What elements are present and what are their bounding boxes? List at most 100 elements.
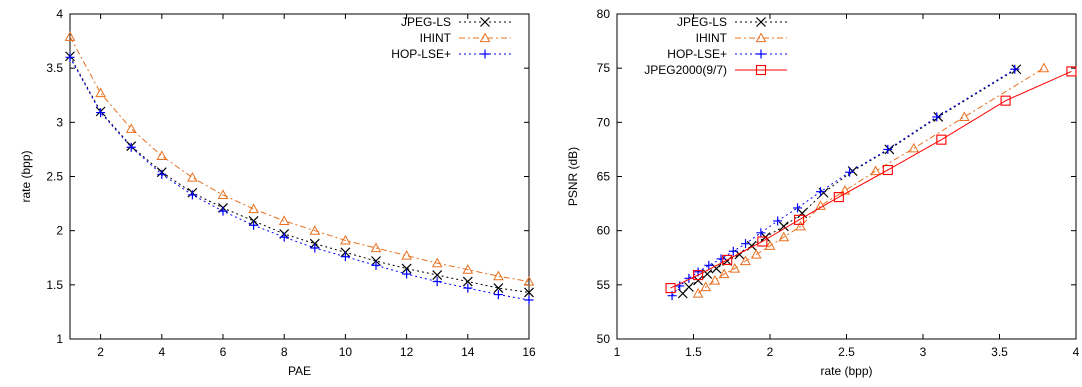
x-tick-label: 4 [1073,345,1080,359]
legend-marker [755,32,767,43]
series-line [69,57,530,301]
x-tick-label: 8 [281,345,288,359]
series-line [69,36,530,283]
y-tick-label: 1 [56,332,63,346]
plot-frame [69,13,530,340]
data-point [756,228,766,238]
data-point [493,283,504,294]
data-point [125,123,137,133]
data-point [716,254,726,264]
y-tick-label: 50 [597,332,611,346]
legend-marker [756,17,766,27]
y-tick-label: 1.5 [46,278,63,292]
x-tick-label: 1.5 [685,345,702,359]
series-line [671,68,1016,296]
data-point [217,189,229,200]
data-point [958,111,970,122]
y-tick-label: 70 [597,115,611,129]
data-point [795,220,806,231]
data-point [524,295,534,305]
x-tick-label: 4 [158,345,165,359]
legend-label: JPEG-LS [677,15,727,29]
data-point [1000,95,1011,106]
data-point [793,203,803,213]
data-point [463,283,473,293]
data-point [218,206,228,216]
series-line [682,68,1017,294]
data-point [1038,62,1050,73]
y-tick-label: 4 [56,7,63,21]
x-tick-label: 3 [920,345,927,359]
legend-marker [480,17,490,27]
data-point [704,260,714,270]
data-point [96,108,106,118]
y-tick-label: 75 [597,61,611,75]
data-point [883,144,893,154]
data-point [932,112,942,122]
data-point [310,243,320,253]
y-tick-label: 80 [597,7,611,21]
data-point [401,263,412,274]
y-tick-label: 2.5 [46,170,63,184]
x-axis-label: PAE [288,364,311,378]
data-point [401,250,412,260]
data-point [187,190,197,200]
x-tick-label: 6 [220,345,227,359]
y-axis-label: PSNR (dB) [566,147,580,206]
legend-label: HOP-LSE+ [667,47,727,61]
data-point [432,277,442,287]
data-point [693,270,704,281]
legend-marker [479,32,491,43]
psnr-vs-rate-chart: 1 1.5 2 2.5 3 3.5 4 50 55 60 65 70 75 80 rate (bpp) PSN… [566,7,1080,378]
data-point [718,268,730,279]
data-point [675,281,685,291]
legend-label: IHINT [696,31,728,45]
legend-label: JPEG2000(9/7) [644,63,727,77]
data-point [1066,66,1077,77]
data-point [340,252,350,262]
data-point [729,263,741,273]
data-point [431,257,443,268]
data-point [740,255,751,266]
data-point [1010,64,1020,74]
x-tick-label: 16 [522,345,536,359]
y-tick-label: 55 [597,278,611,292]
data-point [665,283,676,294]
series-jpeg-ls [677,64,1022,299]
data-point [728,246,738,256]
data-point [692,287,704,298]
data-point [493,290,503,300]
x-tick-label: 2 [767,345,774,359]
x-tick-label: 1 [614,345,621,359]
legend-label: JPEG-LS [401,15,451,29]
legend-label: IHINT [420,31,452,45]
data-point [156,150,168,161]
data-point [709,274,721,285]
data-point [402,269,412,279]
data-point [845,167,855,177]
data-point [693,275,704,286]
legend: JPEG-LS IHINT HOP-LSE+ JPEG2000(9/7) [644,15,787,77]
data-point [750,248,762,259]
data-point [700,281,712,292]
x-tick-label: 3.5 [991,345,1008,359]
data-point [870,165,881,176]
data-point [187,172,198,182]
y-tick-label: 60 [597,224,611,238]
data-point [462,276,473,287]
legend-label: HOP-LSE+ [391,47,451,61]
data-point [778,231,790,242]
series-line [69,56,530,293]
x-tick-label: 10 [339,345,353,359]
series-jpeg2000-9-7- [665,66,1077,294]
x-tick-label: 14 [461,345,475,359]
data-point [794,214,805,225]
data-point [936,134,947,145]
data-point [493,270,504,281]
data-point [711,263,722,274]
data-point [702,269,713,279]
data-point [462,264,474,274]
data-point [248,203,259,214]
rate-vs-pae-chart: 2 4 6 8 10 12 14 16 1 1.5 2 2.5 3 3.5 4 PAE rate (bpp) JP… [19,7,536,378]
